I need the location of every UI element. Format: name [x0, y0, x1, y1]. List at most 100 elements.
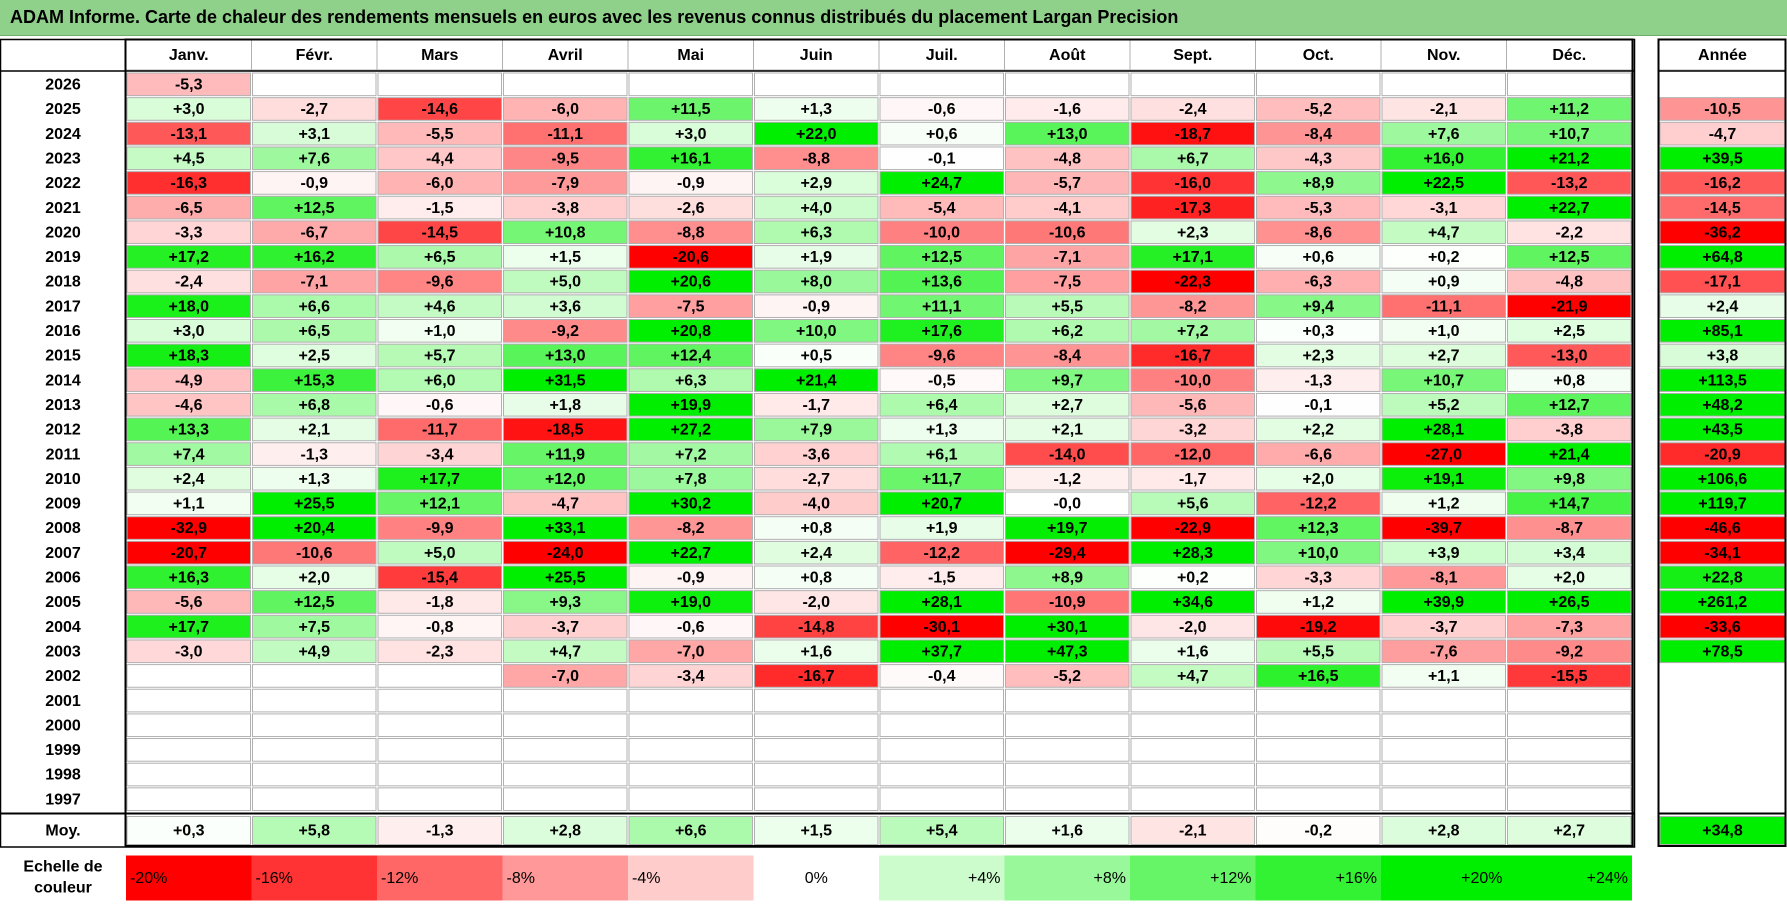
cell-value: -10,0 [1175, 372, 1212, 389]
average-cell [1507, 816, 1632, 845]
cell-value: -7,6 [1430, 643, 1458, 660]
cell-value: +4,5 [173, 150, 205, 167]
heatmap-cell [879, 590, 1004, 614]
cell-value: -14,0 [1049, 446, 1086, 463]
heatmap-cell [1256, 269, 1381, 294]
cell-value: -6,6 [1304, 446, 1332, 463]
cell-value: +34,6 [1173, 594, 1214, 611]
heatmap-cell [628, 146, 753, 171]
cell-value: -0,4 [928, 668, 956, 685]
heatmap-cell [628, 713, 753, 738]
heatmap-cell [628, 195, 753, 220]
annual-frame [1657, 38, 1787, 847]
scale-swatch [628, 855, 754, 901]
scale-label: 0% [805, 870, 828, 887]
cell-value: +2,4 [800, 545, 832, 562]
heatmap-cell [126, 565, 251, 590]
cell-value: +2,3 [1302, 348, 1334, 365]
heatmap-cell [1130, 614, 1255, 639]
annual-value: -4,7 [1709, 126, 1737, 143]
heatmap-cell [1005, 713, 1130, 738]
cell-value: -24,0 [547, 545, 584, 562]
cell-value: +4,9 [298, 643, 330, 660]
cell-value: -0,1 [928, 150, 956, 167]
cell-value: -12,2 [924, 545, 961, 562]
cell-value: +10,7 [1424, 372, 1465, 389]
cell-value: -8,7 [1555, 520, 1583, 537]
heatmap-cell [377, 195, 502, 220]
heatmap-cell [126, 787, 251, 811]
heatmap-cell [628, 343, 753, 368]
scale-swatch [251, 855, 377, 901]
cell-value: -15,4 [422, 570, 459, 587]
annual-value: -16,2 [1704, 175, 1741, 192]
heatmap-cell [879, 269, 1004, 294]
cell-value: +17,1 [1173, 249, 1214, 266]
heatmap-cell [377, 540, 502, 565]
cell-value: -16,3 [171, 175, 208, 192]
heatmap-cell [1256, 738, 1381, 762]
heatmap-cell [1507, 195, 1632, 220]
scale-swatch [1255, 855, 1381, 901]
heatmap-cell [754, 787, 879, 811]
cell-value: +30,1 [1047, 619, 1088, 636]
heatmap-cell [126, 442, 251, 466]
cell-value: -0,9 [677, 175, 705, 192]
heatmap-cell [1256, 97, 1381, 121]
heatmap-cell [503, 565, 628, 590]
heatmap-cell [126, 245, 251, 269]
heatmap-cell [1507, 664, 1632, 688]
heatmap-cell [126, 417, 251, 442]
heatmap-cell [126, 614, 251, 639]
cell-value: +15,3 [294, 372, 335, 389]
heatmap-cell [1256, 171, 1381, 195]
heatmap-cell [1381, 195, 1506, 220]
cell-value: +24,7 [922, 175, 963, 192]
heatmap-cell [1130, 738, 1255, 762]
annual-value: +22,8 [1702, 570, 1743, 587]
heatmap-cell [1381, 146, 1506, 171]
year-label: 2010 [45, 471, 81, 488]
cell-value: +17,2 [169, 249, 210, 266]
cell-value: +13,6 [922, 274, 963, 291]
cell-value: +1,2 [1302, 594, 1334, 611]
scale-label-line1: Echelle de [23, 859, 102, 876]
heatmap-cell [1256, 466, 1381, 491]
cell-value: -5,3 [175, 77, 203, 94]
heatmap-cell [1256, 590, 1381, 614]
cell-value: -9,6 [928, 348, 956, 365]
heatmap-cell [879, 516, 1004, 540]
heatmap-cell [377, 738, 502, 762]
heatmap-cell [628, 417, 753, 442]
heatmap-cell [1507, 121, 1632, 146]
cell-value: -29,4 [1049, 545, 1086, 562]
heatmap-cell [1256, 392, 1381, 417]
year-label: 1998 [45, 767, 81, 784]
cell-value: +5,6 [1177, 496, 1209, 513]
heatmap-cell [503, 72, 628, 97]
heatmap-cell [628, 442, 753, 466]
heatmap-cell [503, 121, 628, 146]
cell-value: +1,3 [298, 471, 330, 488]
year-label: 1999 [45, 742, 81, 759]
heatmap-cell [252, 269, 377, 294]
cell-value: +10,0 [796, 323, 837, 340]
cell-value: +6,4 [926, 397, 958, 414]
scale-label: -16% [256, 870, 293, 887]
heatmap-cell [1130, 97, 1255, 121]
cell-value: -18,7 [1175, 126, 1212, 143]
cell-value: +6,6 [298, 298, 330, 315]
scale-label: +8% [1094, 870, 1126, 887]
cell-value: -0,6 [677, 619, 705, 636]
heatmap-cell [754, 713, 879, 738]
cell-value: +25,5 [294, 496, 335, 513]
cell-value: +22,5 [1424, 175, 1465, 192]
cell-value: -14,6 [422, 101, 459, 118]
cell-value: -3,0 [175, 643, 203, 660]
heatmap-cell [1381, 787, 1506, 811]
heatmap-cell [1256, 343, 1381, 368]
cell-value: -22,3 [1175, 274, 1212, 291]
cell-value: -7,0 [677, 643, 705, 660]
cell-value: +39,9 [1424, 594, 1465, 611]
cell-value: +2,1 [1051, 422, 1083, 439]
